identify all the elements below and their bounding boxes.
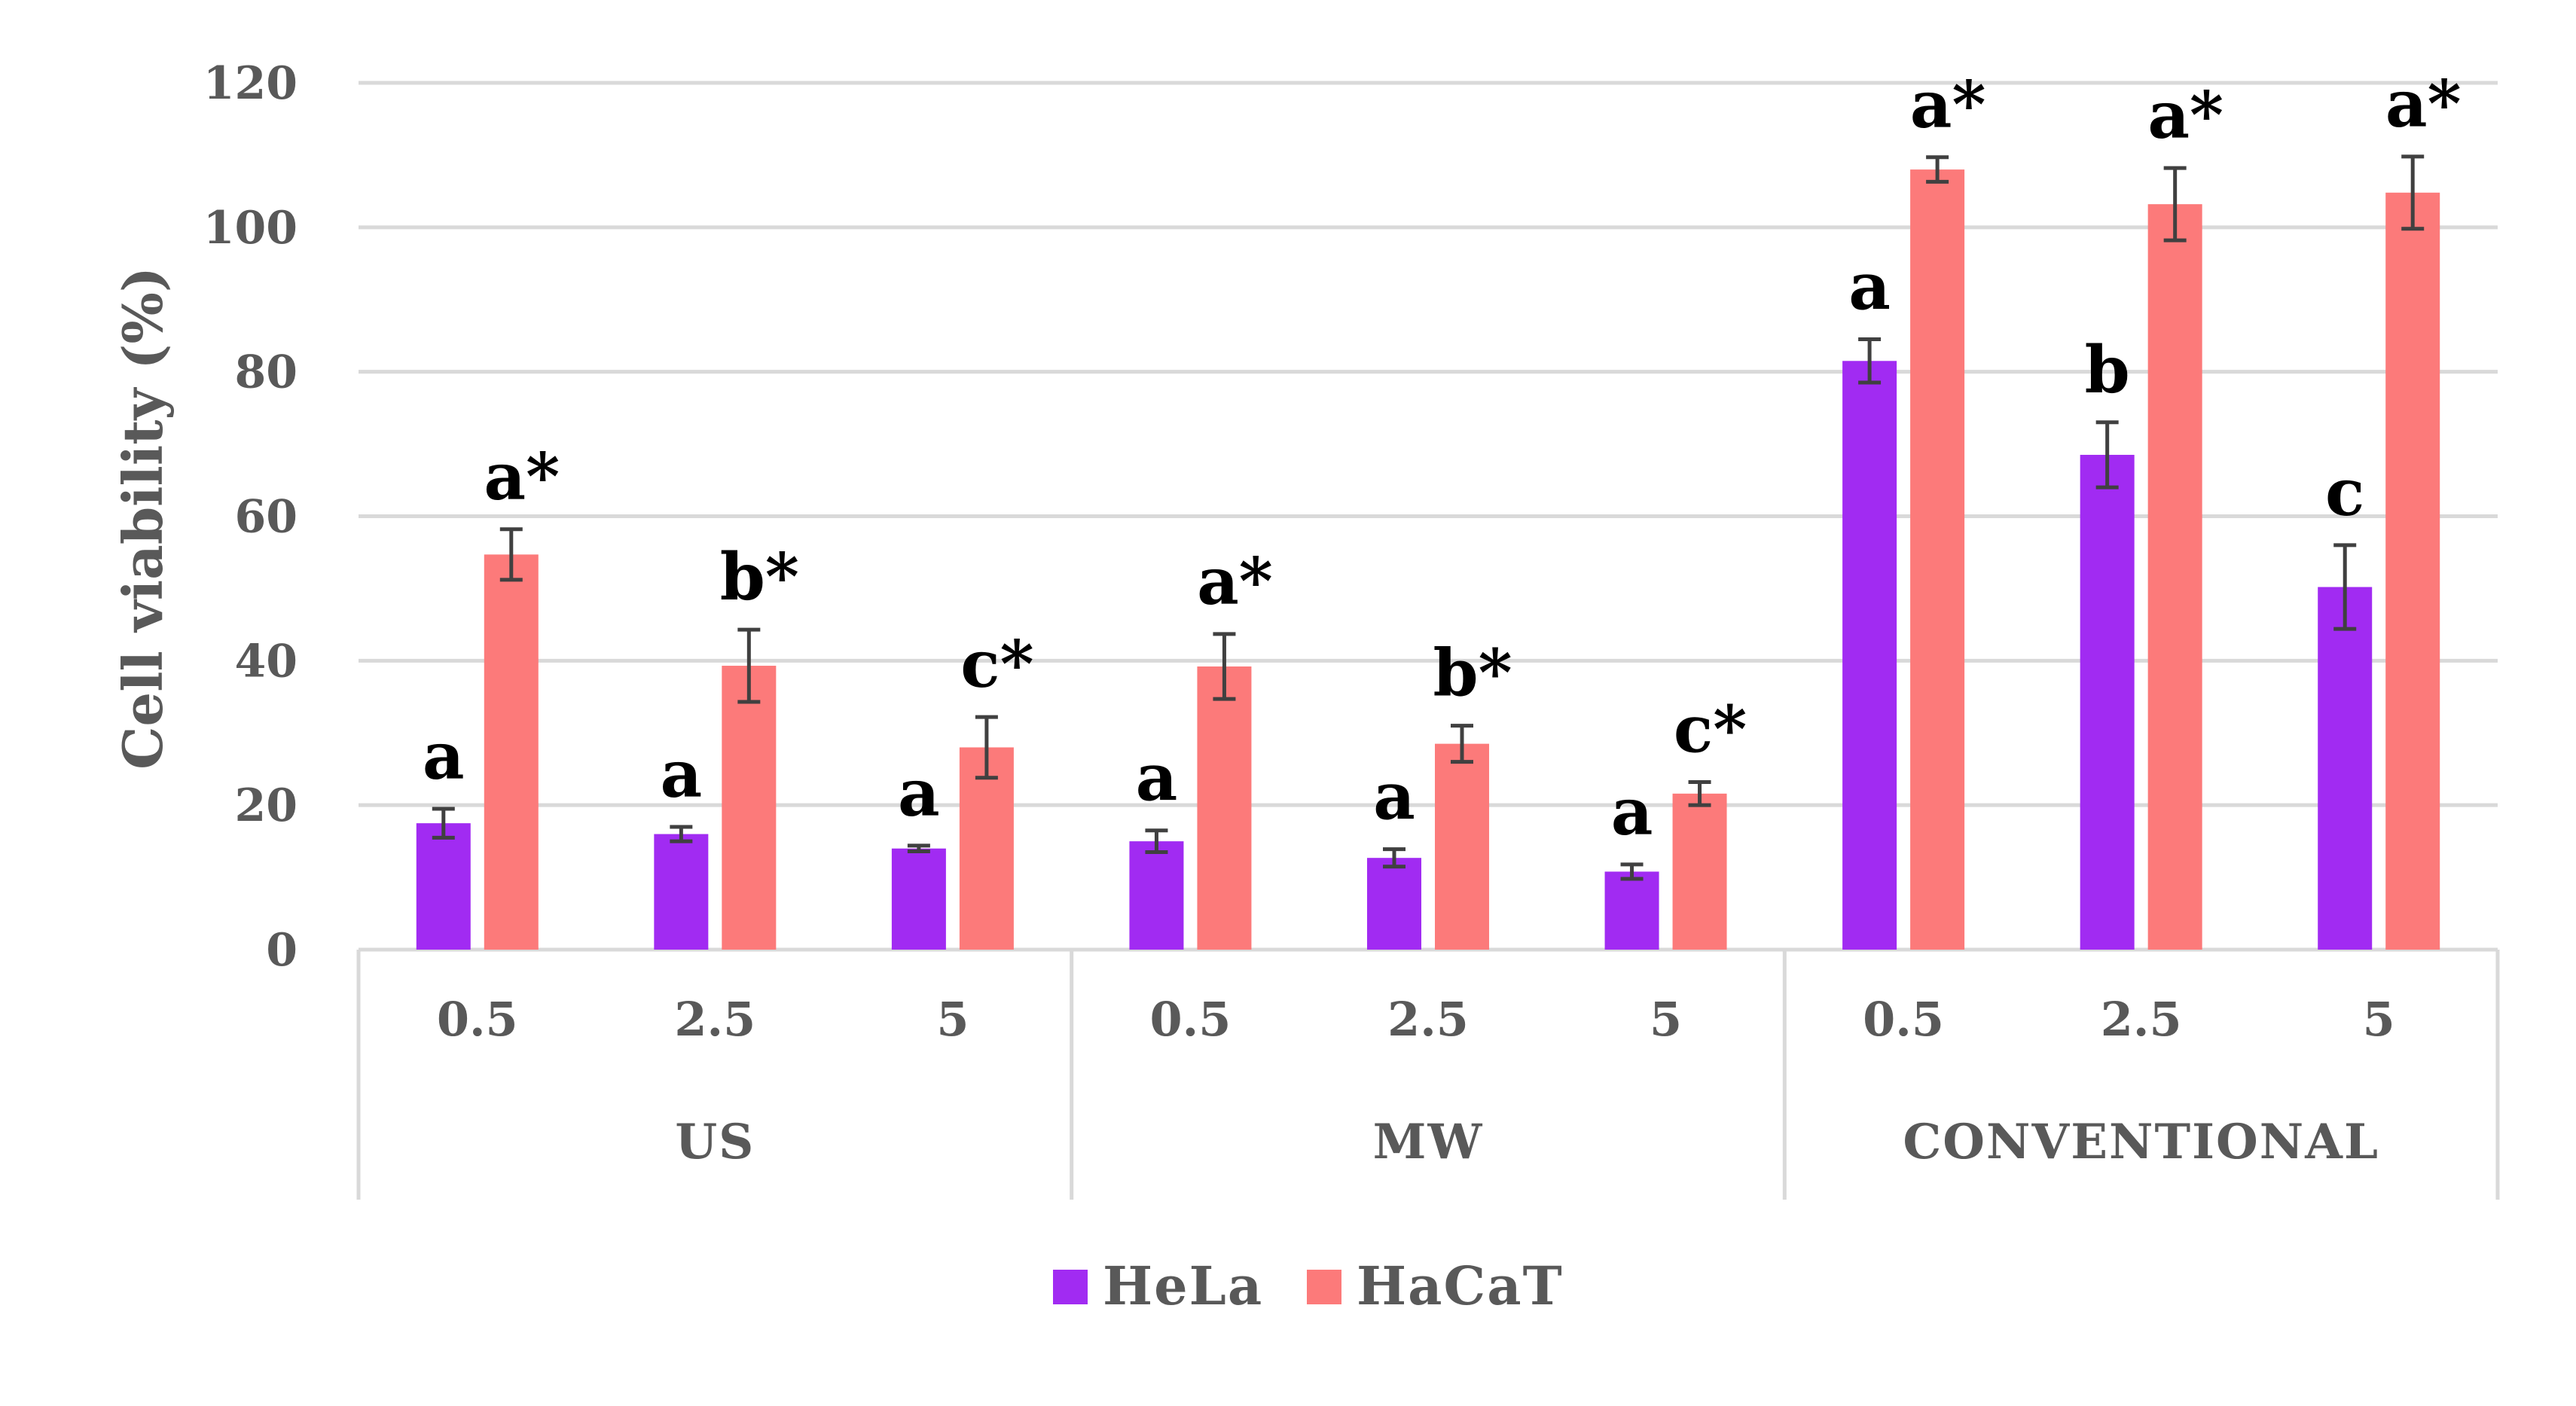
error-bar	[1145, 828, 1168, 855]
x-category-label: 5	[936, 992, 969, 1047]
error-bar	[499, 527, 523, 582]
labels: aa*ab*ac*aa*ab*ac*aa*ba*ca*	[423, 66, 2462, 850]
error-bar	[1451, 724, 1473, 764]
significance-label: c*	[960, 627, 1033, 703]
bar-hacat-mw-5	[1672, 793, 1727, 950]
group-label-us: US	[675, 1114, 755, 1170]
x-category-label: 2.5	[1387, 992, 1469, 1047]
significance-label: a	[1136, 740, 1178, 816]
bar-hela-conventional-5	[2318, 587, 2373, 950]
error-bar	[432, 807, 455, 840]
bar-hela-mw-0.5	[1129, 841, 1184, 950]
bar-hela-mw-5	[1604, 871, 1659, 950]
error-bar	[1383, 847, 1406, 869]
significance-label: a	[898, 755, 940, 831]
error-bar	[975, 715, 998, 780]
x-category-label: 0.5	[1863, 992, 1944, 1047]
significance-label: a	[1373, 759, 1415, 835]
y-tick-label: 20	[235, 779, 298, 832]
bar-hacat-us-5	[959, 747, 1014, 950]
bar-hacat-us-2.5	[722, 666, 777, 950]
x-category-label: 0.5	[437, 992, 518, 1047]
y-tick-label: 0	[266, 924, 298, 977]
bar-hacat-mw-2.5	[1435, 743, 1489, 950]
significance-label: b*	[1433, 636, 1512, 712]
error-bar	[1213, 632, 1236, 701]
legend: HeLa HaCaT	[1053, 1255, 1564, 1317]
x-category-label: 5	[1650, 992, 1682, 1047]
bar-hacat-conventional-2.5	[2147, 204, 2202, 950]
x-category-label: 2.5	[2101, 992, 2182, 1047]
error-bar	[1688, 779, 1711, 807]
x-category-label: 2.5	[674, 992, 755, 1047]
error-bar	[670, 825, 693, 843]
bar-hela-us-5	[891, 848, 946, 950]
bar-hela-conventional-2.5	[2080, 454, 2135, 950]
bar-hacat-conventional-5	[2385, 192, 2440, 950]
y-tick-label: 40	[235, 635, 298, 688]
significance-label: a*	[1197, 544, 1273, 620]
group-label-mw: MW	[1373, 1114, 1484, 1170]
legend-swatch-hela	[1053, 1270, 1088, 1304]
significance-label: a	[660, 737, 702, 813]
significance-label: a*	[1910, 67, 1986, 143]
bar-hacat-mw-0.5	[1197, 666, 1252, 950]
bar-hela-us-2.5	[654, 834, 709, 950]
error-bar	[2163, 166, 2187, 242]
y-tick-label: 120	[203, 57, 298, 110]
significance-label: b*	[720, 539, 799, 615]
y-axis-title: Cell viability (%)	[111, 267, 175, 770]
gridlines	[359, 81, 2498, 952]
legend-label-hela: HeLa	[1103, 1255, 1263, 1317]
significance-label: a*	[484, 439, 560, 515]
significance-label: a	[1611, 774, 1653, 850]
significance-label: c*	[1674, 691, 1747, 767]
significance-label: c	[2325, 455, 2364, 531]
x-category-label: 0.5	[1150, 992, 1232, 1047]
error-bar	[1926, 155, 1949, 184]
significance-label: a	[1848, 249, 1891, 325]
y-tick-label: 60	[235, 491, 298, 544]
significance-label: a*	[2385, 66, 2462, 142]
bar-hela-mw-2.5	[1367, 858, 1421, 950]
bar-hela-conventional-0.5	[1842, 361, 1897, 950]
error-bar	[1620, 862, 1644, 881]
bars	[416, 154, 2440, 950]
error-bar	[737, 627, 761, 704]
bar-hacat-us-0.5	[484, 554, 539, 950]
legend-swatch-hacat	[1307, 1270, 1341, 1304]
y-tick-label: 80	[235, 346, 298, 399]
error-bar	[2333, 543, 2357, 631]
group-label-conventional: CONVENTIONAL	[1903, 1114, 2379, 1170]
y-tick-label: 100	[203, 202, 298, 255]
error-bar	[2401, 154, 2425, 231]
significance-label: b	[2085, 332, 2130, 408]
bar-hacat-conventional-0.5	[1910, 169, 1965, 950]
error-bar	[2095, 420, 2119, 490]
axes: 0 20 40 60 80 100 120 Cell viability (%) US 0.5 2.…	[111, 57, 2500, 1200]
bar-hela-us-0.5	[416, 823, 471, 950]
legend-label-hacat: HaCaT	[1357, 1255, 1564, 1317]
x-category-label: 5	[2363, 992, 2395, 1047]
significance-label: a*	[2147, 78, 2223, 154]
error-bar	[907, 843, 930, 854]
significance-label: a	[423, 718, 465, 794]
error-bar	[1858, 337, 1882, 385]
